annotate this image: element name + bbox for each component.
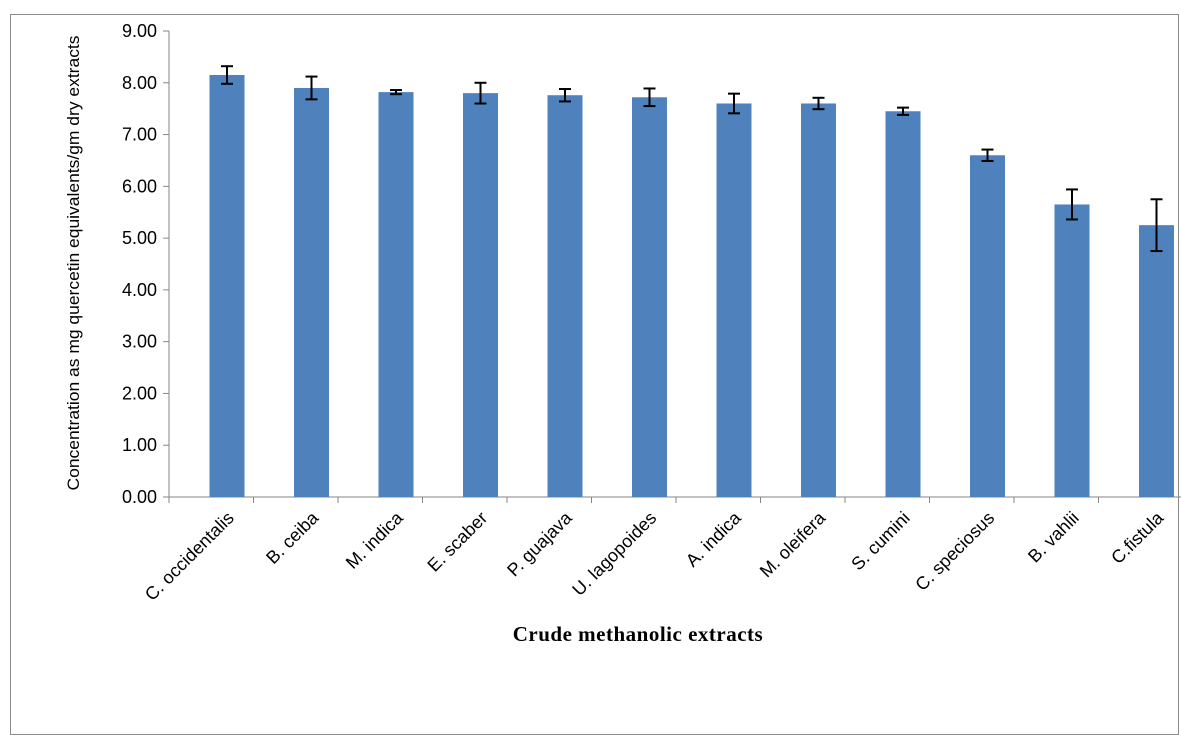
bar-5: [547, 95, 583, 498]
bar-10: [970, 155, 1005, 497]
bar-3: [378, 92, 414, 497]
y-tick-label: 2.00: [122, 383, 157, 403]
y-tick-label: 5.00: [122, 228, 157, 248]
bar-11: [1054, 204, 1090, 497]
bar-4: [463, 93, 498, 497]
bar-7: [716, 103, 752, 497]
y-tick-label: 3.00: [122, 332, 157, 352]
y-tick-label: 4.00: [122, 280, 157, 300]
bar-12: [1139, 225, 1174, 497]
y-axis-label: Concentration as mg quercetin equivalent…: [64, 36, 83, 491]
bar-2: [294, 87, 329, 497]
y-tick-label: 8.00: [122, 73, 157, 93]
bar-9: [885, 111, 921, 497]
bar-8: [801, 103, 836, 497]
y-tick-label: 0.00: [122, 487, 157, 507]
bar-1: [209, 75, 245, 497]
bar-6: [632, 97, 667, 497]
y-tick-label: 7.00: [122, 125, 157, 145]
x-axis-label: Crude methanolic extracts: [513, 622, 763, 646]
y-tick-label: 1.00: [122, 435, 157, 455]
y-tick-label: 6.00: [122, 176, 157, 196]
y-tick-label: 9.00: [122, 21, 157, 41]
